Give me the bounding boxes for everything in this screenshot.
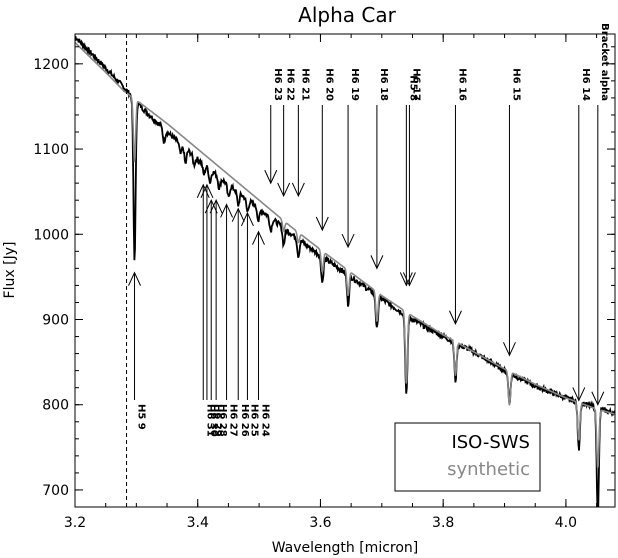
line-marker-10: H6 14 <box>572 68 591 402</box>
marker-label: H6 27 <box>228 404 239 437</box>
line-marker-12: H5 9 <box>128 271 147 430</box>
marker-label: H6 20 <box>323 68 334 101</box>
y-tick-label: 800 <box>42 398 69 414</box>
marker-label: H5 9 <box>136 404 147 430</box>
line-marker-1: H6 22 <box>277 68 296 198</box>
legend-entry-synthetic: synthetic <box>447 459 530 480</box>
line-marker-7: H6 17 <box>402 68 421 287</box>
line-marker-4: H6 19 <box>341 68 360 249</box>
y-axis-label: Flux [Jy] <box>2 242 18 299</box>
marker-label: H6 14 <box>580 68 591 101</box>
legend-entry-iso-sws: ISO-SWS <box>451 432 530 453</box>
marker-label: H6 26 <box>239 404 250 437</box>
marker-arrow-head <box>277 182 291 198</box>
marker-label: H6 18 <box>378 68 389 101</box>
marker-label: H6 17 <box>410 68 421 101</box>
marker-arrow-head <box>240 211 254 227</box>
marker-label: H6 21 <box>299 68 310 101</box>
marker-label: H6 23 <box>272 68 283 101</box>
x-axis-label: Wavelength [micron] <box>272 540 419 556</box>
line-marker-18: H6 26 <box>231 207 250 437</box>
marker-arrow-head <box>231 207 245 222</box>
marker-arrow-head <box>200 183 214 199</box>
line-marker-13: H6 31 <box>196 183 215 437</box>
marker-label: H6 22 <box>285 68 296 101</box>
line-marker-0: H6 23 <box>264 68 283 185</box>
marker-label: H6 16 <box>456 68 467 101</box>
marker-arrow-head <box>572 387 586 402</box>
line-marker-2: H6 21 <box>291 68 310 198</box>
y-tick-label: 1100 <box>33 142 69 158</box>
line-marker-15: H6 29 <box>204 198 223 437</box>
marker-arrow-head <box>291 182 305 198</box>
marker-arrow-head <box>399 272 413 287</box>
marker-label: H6 24 <box>259 404 270 437</box>
marker-arrow-head <box>402 272 416 287</box>
x-tick-label: 3.6 <box>309 515 331 531</box>
line-marker-11: Bracket alpha <box>591 23 610 406</box>
marker-arrow-head <box>341 233 355 249</box>
marker-arrow-head <box>264 169 278 185</box>
x-tick-label: 3.4 <box>187 515 209 531</box>
marker-label: Bracket alpha <box>599 23 610 101</box>
line-marker-9: H6 15 <box>503 68 521 357</box>
line-marker-3: H6 20 <box>315 68 334 232</box>
y-tick-label: 1000 <box>33 227 69 243</box>
marker-label: H6 19 <box>349 68 360 101</box>
legend: ISO-SWS synthetic <box>394 422 541 492</box>
x-tick-label: 3.8 <box>432 515 454 531</box>
legend-box <box>394 422 541 492</box>
marker-arrow-head <box>128 271 141 286</box>
line-marker-5: H6 18 <box>370 68 389 270</box>
y-tick-label: 1200 <box>33 57 69 73</box>
marker-label: H6 28 <box>217 404 228 437</box>
marker-arrow-head <box>220 203 234 218</box>
plot-frame <box>74 33 616 508</box>
line-marker-17: H6 27 <box>220 203 239 437</box>
x-tick-label: 4.0 <box>555 515 577 531</box>
marker-label: H6 25 <box>248 404 259 437</box>
marker-arrow-head <box>209 198 223 214</box>
marker-arrow-head <box>591 391 605 406</box>
series-line-synthetic <box>75 41 615 468</box>
marker-label: H5 8 <box>407 75 418 101</box>
marker-label: H6 30 <box>208 404 219 437</box>
y-tick-label: 900 <box>42 313 69 329</box>
marker-label: H6 29 <box>212 404 223 437</box>
chart-title: Alpha Car <box>298 3 396 27</box>
marker-arrow-head <box>503 342 516 357</box>
line-marker-20: H6 24 <box>252 230 270 437</box>
marker-arrow-head <box>370 255 384 270</box>
marker-arrow-head <box>315 216 329 232</box>
marker-arrow-head <box>449 310 462 325</box>
line-marker-14: H6 30 <box>200 183 219 437</box>
line-marker-8: H6 16 <box>449 68 467 325</box>
marker-arrow-head <box>252 230 265 245</box>
line-marker-19: H6 25 <box>240 211 259 437</box>
marker-label: H6 15 <box>510 68 521 101</box>
x-tick-label: 3.2 <box>64 515 86 531</box>
marker-label: H6 31 <box>204 404 215 437</box>
line-marker-16: H6 28 <box>209 198 228 437</box>
marker-arrow-head <box>204 198 218 214</box>
line-marker-6: H5 8 <box>399 75 418 287</box>
y-tick-label: 700 <box>42 483 69 499</box>
